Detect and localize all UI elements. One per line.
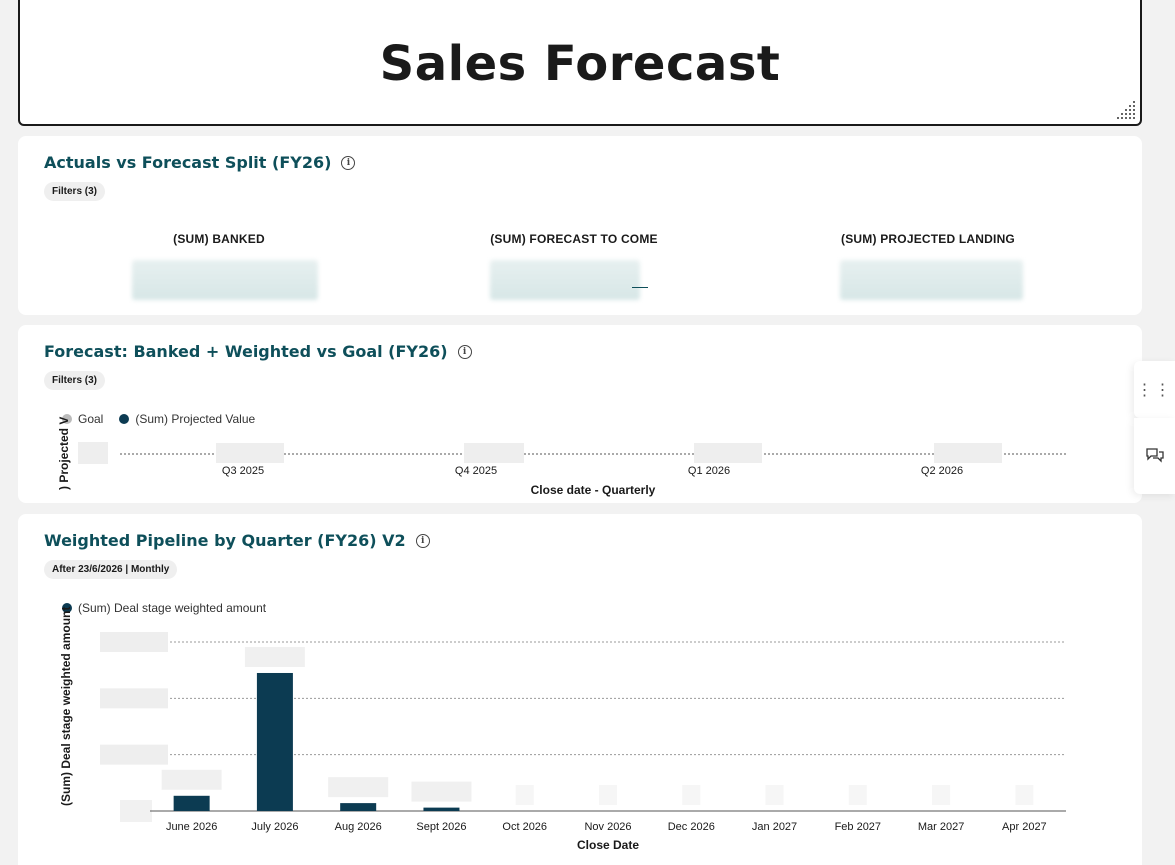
redacted-value <box>840 260 1023 300</box>
filter-chip[interactable]: Filters (3) <box>44 182 106 201</box>
resize-handle-icon[interactable] <box>1114 98 1136 120</box>
value-link-fragment[interactable] <box>632 260 648 288</box>
x-tick-label: Oct 2026 <box>502 821 547 833</box>
legend-item-projected[interactable]: (Sum) Projected Value <box>119 412 255 426</box>
redacted-data-label <box>515 785 534 805</box>
filter-chip[interactable]: Filters (3) <box>44 371 106 390</box>
y-axis-title-line: (Sum) Deal stage weighted amount <box>59 607 73 806</box>
x-tick-label: Apr 2027 <box>1002 821 1047 833</box>
legend-label: (Sum) Projected Value <box>135 412 256 426</box>
x-tick-label: Mar 2027 <box>918 821 964 833</box>
x-tick-label: Sept 2026 <box>416 821 466 833</box>
comments-button[interactable] <box>1134 418 1175 494</box>
x-tick-label: Q2 2026 <box>921 465 963 477</box>
card-title[interactable]: Forecast: Banked + Weighted vs Goal (FY2… <box>44 342 472 361</box>
redacted-value <box>490 260 640 300</box>
chart-legend: Goal (Sum) Projected Value <box>62 412 255 426</box>
forecast-chart: ) Projected V Q3 2025 Q4 2025 Q1 2026 Q2… <box>57 417 1066 497</box>
redacted-data-label <box>244 646 305 667</box>
redacted-y-tick <box>100 632 168 652</box>
redacted-data-label <box>161 769 222 790</box>
chart-legend: (Sum) Deal stage weighted amount <box>62 601 266 615</box>
redacted-data-label <box>1015 785 1034 805</box>
card-title-text[interactable]: Actuals vs Forecast Split (FY26) <box>44 153 332 172</box>
legend-item-weighted-amount[interactable]: (Sum) Deal stage weighted amount <box>62 601 266 615</box>
x-tick-label: Dec 2026 <box>668 821 715 833</box>
metric-label: (SUM) FORECAST TO COME <box>490 232 658 246</box>
card-title-text[interactable]: Weighted Pipeline by Quarter (FY26) V2 <box>44 531 406 550</box>
x-axis-title: Close Date <box>577 838 639 852</box>
x-tick-label: Feb 2027 <box>835 821 881 833</box>
card-title[interactable]: Weighted Pipeline by Quarter (FY26) V2 i <box>44 531 430 550</box>
x-axis-title: Close date - Quarterly <box>531 483 656 497</box>
redacted-y-tick <box>100 744 168 765</box>
legend-item-goal[interactable]: Goal <box>62 412 103 426</box>
bar[interactable] <box>256 672 293 811</box>
x-tick-label: Q4 2025 <box>455 465 497 477</box>
redacted-value <box>934 443 1002 463</box>
legend-label: (Sum) Deal stage weighted amount <box>78 601 267 615</box>
redacted-value <box>464 443 524 463</box>
redacted-y-tick <box>120 800 152 822</box>
redacted-data-label <box>682 785 701 805</box>
card-title-text[interactable]: Forecast: Banked + Weighted vs Goal (FY2… <box>44 342 448 361</box>
metric-banked[interactable]: (SUM) BANKED <box>89 232 349 246</box>
redacted-data-label <box>848 785 867 805</box>
info-icon[interactable]: i <box>457 344 472 359</box>
redacted-data-label <box>599 785 617 805</box>
x-tick-label: Aug 2026 <box>335 821 382 833</box>
x-tick-label: Q3 2025 <box>222 465 264 477</box>
redacted-value <box>216 443 284 463</box>
weighted-pipeline-chart: (Sum) Deal stage weighted amount June 20… <box>59 607 1066 852</box>
metric-forecast-to-come[interactable]: (SUM) FORECAST TO COME <box>444 232 704 246</box>
bar[interactable] <box>423 807 460 811</box>
card-title[interactable]: Actuals vs Forecast Split (FY26) i <box>44 153 356 172</box>
redacted-data-label <box>328 777 389 798</box>
bar[interactable] <box>173 795 210 811</box>
legend-dot-icon <box>62 603 72 613</box>
info-icon[interactable]: i <box>415 533 430 548</box>
actuals-vs-forecast-card: Actuals vs Forecast Split (FY26) i Filte… <box>18 136 1142 315</box>
metric-label: (SUM) PROJECTED LANDING <box>841 232 1015 246</box>
y-axis-title: (Sum) Deal stage weighted amount <box>59 607 73 806</box>
forecast-vs-goal-card: Forecast: Banked + Weighted vs Goal (FY2… <box>18 325 1142 503</box>
filter-chip[interactable]: After 23/6/2026 | Monthly <box>44 560 178 579</box>
x-tick-label: Jan 2027 <box>752 821 797 833</box>
redacted-y-tick <box>100 688 168 709</box>
metric-label: (SUM) BANKED <box>173 232 265 246</box>
redacted-tick <box>78 442 108 464</box>
info-icon[interactable]: i <box>341 155 356 170</box>
x-tick-label: Nov 2026 <box>584 821 631 833</box>
legend-dot-icon <box>119 414 130 424</box>
comments-icon <box>1145 448 1164 463</box>
redacted-value <box>132 260 318 300</box>
x-tick-label: July 2026 <box>251 821 298 833</box>
x-tick-label: June 2026 <box>166 821 217 833</box>
x-tick-label: Q1 2026 <box>688 465 730 477</box>
weighted-pipeline-card: Weighted Pipeline by Quarter (FY26) V2 i… <box>18 514 1142 865</box>
page-title: Sales Forecast <box>379 36 781 92</box>
metric-projected-landing[interactable]: (SUM) PROJECTED LANDING <box>798 232 1058 246</box>
legend-label: Goal <box>78 412 104 426</box>
bar[interactable] <box>340 803 377 811</box>
redacted-value <box>694 443 762 463</box>
dashboard-title-card: Sales Forecast <box>18 0 1142 126</box>
redacted-data-label <box>765 785 784 805</box>
y-axis-title: ) Projected V <box>57 417 71 490</box>
redacted-data-label <box>932 785 951 805</box>
more-options-button[interactable]: ⋮⋮ <box>1134 361 1175 418</box>
legend-dot-icon <box>62 414 72 424</box>
more-dots-icon: ⋮⋮ <box>1136 381 1173 399</box>
redacted-data-label <box>411 781 472 802</box>
